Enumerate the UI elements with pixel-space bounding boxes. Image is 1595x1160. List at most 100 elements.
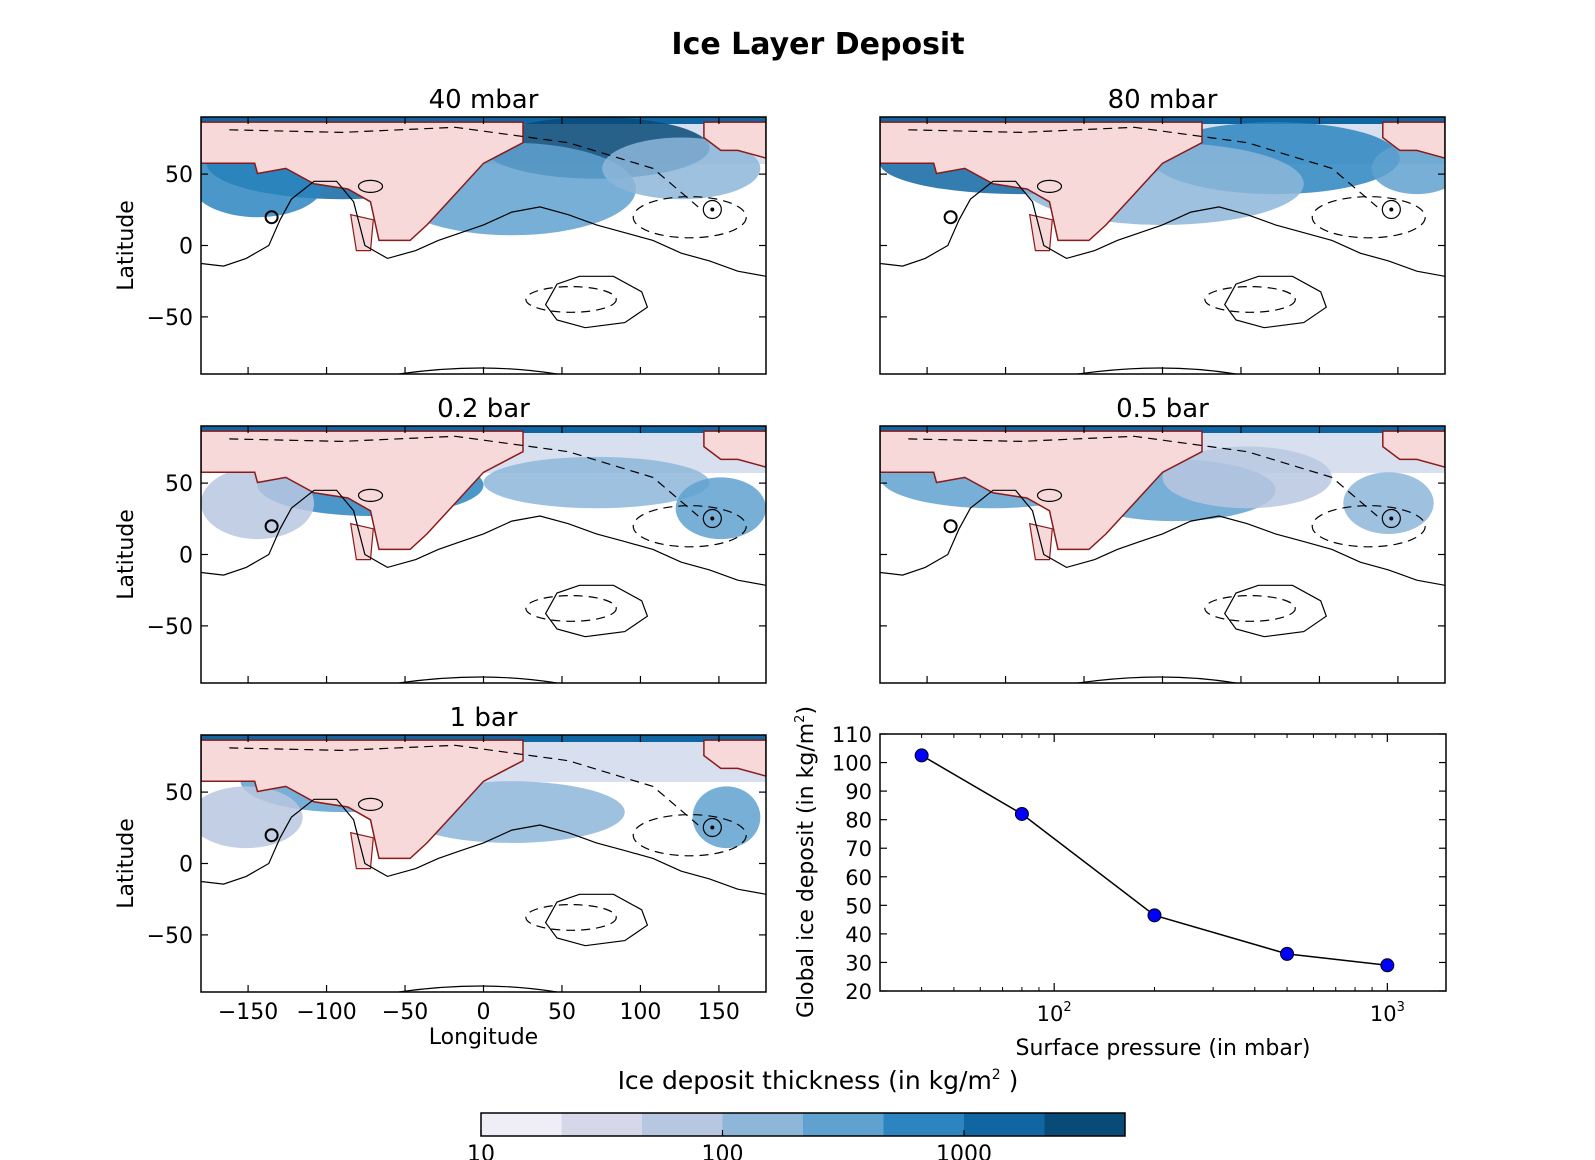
south-pole-contour [398, 367, 558, 374]
colorbar-swatch [964, 1113, 1045, 1136]
ice-deposit-region [201, 786, 303, 849]
topography-contour [357, 179, 384, 193]
ocean-region [201, 739, 524, 860]
dashed-contour [1204, 286, 1296, 313]
map-panel-title: 1 bar [450, 703, 518, 733]
colorbar-label-text: Ice deposit thickness (in kg/m [618, 1066, 992, 1095]
ocean-region [703, 121, 766, 159]
colorbar-swatch [481, 1113, 562, 1136]
map-panel-title: 0.5 bar [1116, 394, 1209, 424]
dashed-contour [908, 126, 1378, 208]
volcano-contour [1381, 508, 1401, 529]
line-chart-y-tick-label: 50 [845, 894, 872, 918]
map-x-tick-label: 0 [477, 1000, 491, 1025]
dashed-contour [632, 814, 747, 857]
ocean-region [703, 430, 766, 468]
map-y-tick-label: 0 [179, 544, 193, 569]
volcano-contour [1381, 199, 1401, 220]
volcano-contour [264, 210, 279, 225]
colorbar-tick-label: 100 [702, 1142, 744, 1160]
ice-deposit-region [201, 467, 314, 540]
volcano-contour [702, 199, 722, 220]
line-chart-ylabel-text: Global ice deposit (in kg/m [794, 723, 819, 1018]
topography-contour [880, 489, 1445, 586]
map-x-tick-label: 150 [698, 1000, 740, 1025]
ice-deposit-region [692, 786, 761, 849]
map-ylabel: Latitude [114, 200, 139, 291]
map-xlabel: Longitude [429, 1025, 538, 1050]
colorbar-frame [480, 1112, 1126, 1137]
map-y-tick-label: 0 [179, 235, 193, 260]
map-content [201, 117, 766, 374]
basin-contour [544, 893, 649, 947]
volcano-peak [710, 516, 715, 521]
ocean-region [703, 739, 766, 777]
line-chart-y-tick-label: 30 [845, 951, 872, 975]
x-tick-exponent: 2 [1063, 1000, 1071, 1015]
line-chart-ylabel-sup: 2 [793, 715, 808, 723]
x-tick-exponent: 3 [1397, 1000, 1405, 1015]
map-y-tick-label: 50 [165, 781, 193, 806]
map-y-tick-label: 50 [165, 163, 193, 188]
colorbar-label-sup: 2 [992, 1067, 1001, 1083]
ocean-region [1382, 121, 1445, 159]
colorbar-label-end: ) [1001, 1066, 1019, 1095]
ice-deposit-region [1162, 446, 1332, 509]
ice-deposit-region [602, 137, 761, 200]
colorbar-tick-label: 10 [467, 1142, 495, 1160]
topography-contour [201, 798, 766, 895]
map-ylabel: Latitude [114, 509, 139, 600]
ice-deposit-region [675, 477, 766, 540]
basin-contour [1223, 275, 1328, 329]
map-x-tick-label: 50 [548, 1000, 576, 1025]
colorbar-swatch [883, 1113, 965, 1136]
dashed-contour [1204, 595, 1296, 622]
dashed-contour [1311, 505, 1426, 548]
line-chart-y-ticks: 20 30 40 50 60 70 80 90 100 110 [832, 723, 1446, 1004]
line-chart-ylabel: Global ice deposit (in kg/m2) [793, 706, 819, 1018]
map-y-tick-label: −50 [147, 924, 193, 949]
map-x-tick-label: −150 [218, 1000, 278, 1025]
line-chart-xlabel: Surface pressure (in mbar) [1016, 1036, 1311, 1061]
dashed-contour [229, 744, 699, 826]
topography-contour [1036, 488, 1063, 502]
line-chart-ylabel-end: ) [794, 706, 819, 715]
south-pole-contour [1077, 367, 1237, 374]
ocean-region [880, 121, 1203, 242]
basin-contour [544, 275, 649, 329]
volcano-contour [943, 210, 958, 225]
volcano-peak [710, 825, 715, 830]
line-chart-point [1147, 908, 1162, 923]
line-chart-y-tick-label: 80 [845, 809, 872, 833]
volcano-contour [702, 817, 722, 838]
ice-deposit-region [1371, 142, 1445, 195]
map-panels: 40 mbar 50 0 −50 Latitude 80 mbar 0.2 bar 50 0 −5… [114, 85, 1446, 1050]
dashed-contour [525, 904, 617, 931]
map-panel: 40 mbar 50 0 −50 Latitude [114, 85, 767, 375]
volcano-contour [264, 828, 279, 843]
map-panel: 0.5 bar [879, 394, 1446, 684]
topography-contour [880, 180, 1445, 277]
line-chart-x-tick-label: 102 [1037, 1000, 1072, 1026]
topography-contour [201, 489, 766, 586]
colorbar-swatch [642, 1113, 723, 1136]
line-chart-point [1014, 806, 1029, 821]
ocean-region [880, 430, 1203, 551]
topography-contour [1036, 179, 1063, 193]
map-content [201, 426, 766, 683]
ocean-region [201, 121, 524, 242]
line-chart-series-line [921, 754, 1388, 967]
colorbar-ticks: 10 100 1000 [467, 1130, 992, 1160]
line-chart-x-ticks: 102 103 [879, 734, 1405, 1026]
map-panel: 80 mbar [879, 85, 1446, 375]
map-ylabel: Latitude [114, 818, 139, 909]
colorbar-swatch [1044, 1113, 1126, 1136]
line-chart-y-tick-label: 110 [832, 723, 872, 747]
dashed-contour [632, 505, 747, 548]
colorbar-swatch [561, 1113, 643, 1136]
colorbar-swatch [803, 1113, 884, 1136]
figure-title: Ice Layer Deposit [671, 27, 964, 62]
south-pole-contour [398, 985, 558, 992]
